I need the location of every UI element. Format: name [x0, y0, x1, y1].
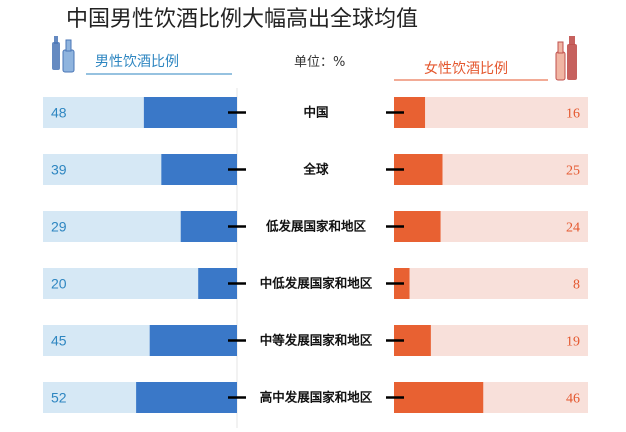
category-label: 低发展国家和地区: [265, 219, 367, 234]
female-bar: [394, 382, 484, 413]
male-value-label: 29: [51, 219, 67, 235]
category-label: 中低发展国家和地区: [260, 276, 373, 291]
male-value-label: 48: [51, 105, 67, 121]
male-bar: [149, 325, 237, 356]
female-bar-track: [394, 268, 588, 299]
female-value-label: 8: [573, 278, 580, 293]
male-bottle-icon: [52, 36, 75, 73]
male-value-label: 52: [51, 390, 67, 406]
unit-label: 单位：%: [294, 55, 345, 70]
category-label: 高中发展国家和地区: [260, 390, 373, 405]
category-label: 全球: [302, 162, 329, 177]
female-bottle-icon: [555, 36, 577, 81]
female-value-label: 16: [566, 107, 580, 122]
male-series-header: 男性饮酒比例: [95, 54, 179, 70]
male-value-label: 39: [51, 162, 67, 178]
male-value-label: 45: [51, 333, 67, 349]
chart-title: 中国男性饮酒比例大幅高出全球均值: [66, 7, 418, 32]
male-bar: [136, 382, 237, 413]
male-bar: [143, 97, 237, 128]
category-label: 中等发展国家和地区: [260, 333, 373, 348]
female-value-label: 46: [566, 392, 580, 407]
category-label: 中国: [303, 105, 328, 120]
female-value-label: 24: [566, 221, 580, 236]
male-value-label: 20: [51, 276, 67, 292]
male-bar: [180, 211, 237, 242]
female-bar-track: [394, 97, 588, 128]
female-value-label: 25: [566, 164, 580, 179]
female-value-label: 19: [566, 335, 580, 350]
female-series-header: 女性饮酒比例: [424, 60, 508, 77]
bars-layer: 48 16 中国 39 25 全球 29 24 低发展国家和地区 20 8 中低发展国家和地区 45 19…: [43, 97, 588, 413]
male-bar: [161, 154, 237, 185]
